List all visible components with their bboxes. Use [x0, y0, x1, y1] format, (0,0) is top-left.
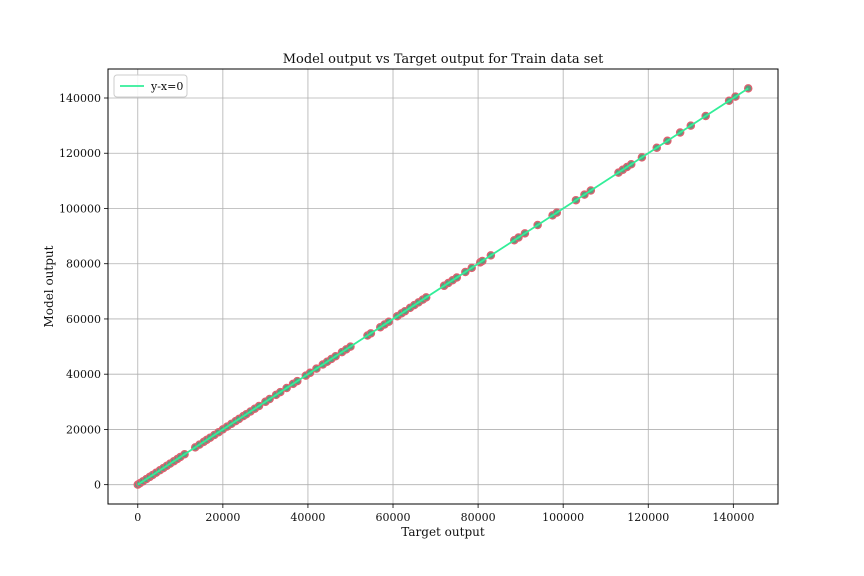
y-tick-label: 80000 [66, 258, 101, 271]
y-tick-label: 20000 [66, 423, 101, 436]
x-tick-label: 100000 [542, 511, 584, 524]
y-tick-label: 40000 [66, 368, 101, 381]
legend-entry-label: y-x=0 [150, 80, 183, 93]
y-axis-label: Model output [42, 245, 56, 327]
y-tick-label: 0 [94, 479, 101, 492]
y-tick-label: 100000 [59, 202, 101, 215]
y-tick-label: 60000 [66, 313, 101, 326]
axes-frame [107, 68, 779, 505]
y-tick-label: 140000 [59, 92, 101, 105]
grid-lines [108, 69, 778, 504]
x-tick-label: 120000 [627, 511, 669, 524]
x-tick-label: 40000 [290, 511, 325, 524]
identity-line [137, 87, 749, 486]
ticks: 0 20000 40000 60000 80000 100000 120000 140000 0… [59, 92, 754, 524]
legend: y-x=0 [113, 74, 188, 98]
x-tick-label: 80000 [461, 511, 496, 524]
y-tick-label: 120000 [59, 147, 101, 160]
x-tick-label: 20000 [205, 511, 240, 524]
x-axis-label: Target output [401, 525, 485, 539]
plot-area [133, 84, 753, 489]
legend-box [113, 74, 188, 98]
x-tick-label: 140000 [712, 511, 754, 524]
x-tick-label: 60000 [376, 511, 411, 524]
x-tick-label: 0 [134, 511, 141, 524]
chart-title: Model output vs Target output for Train … [283, 52, 604, 67]
